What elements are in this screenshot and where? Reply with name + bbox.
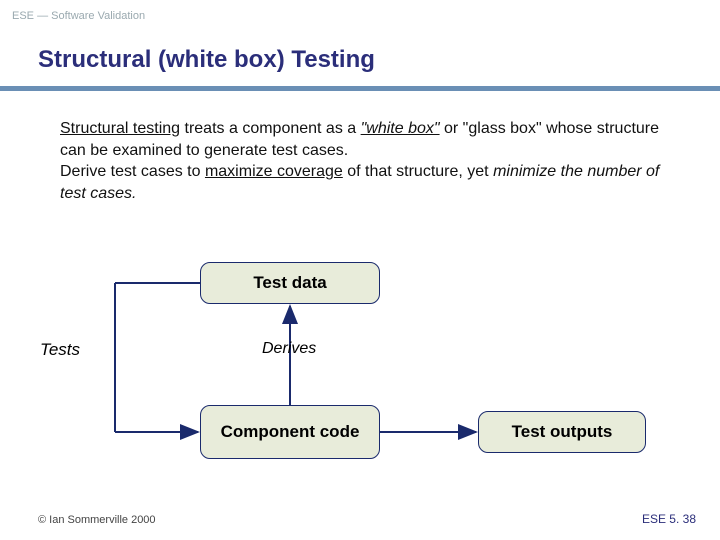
- term-white-box: "white box": [361, 120, 440, 137]
- breadcrumb: ESE — Software Validation: [12, 10, 145, 22]
- page-title: Structural (white box) Testing: [38, 46, 375, 74]
- diagram-arrows: [0, 0, 720, 540]
- label-tests: Tests: [40, 340, 80, 360]
- body-text: Structural testing treats a component as…: [60, 118, 660, 204]
- label-derives: Derives: [262, 340, 316, 358]
- header-rule: [0, 86, 720, 91]
- flow-diagram: Test data Component code Test outputs Te…: [0, 0, 720, 540]
- footer-copyright: © Ian Sommerville 2000: [38, 514, 156, 526]
- term-maximize-coverage: maximize coverage: [205, 163, 343, 180]
- node-test-outputs: Test outputs: [478, 411, 646, 453]
- node-component-code: Component code: [200, 405, 380, 459]
- node-test-data: Test data: [200, 262, 380, 304]
- term-structural-testing: Structural testing: [60, 120, 180, 137]
- footer-page-ref: ESE 5. 38: [642, 512, 696, 526]
